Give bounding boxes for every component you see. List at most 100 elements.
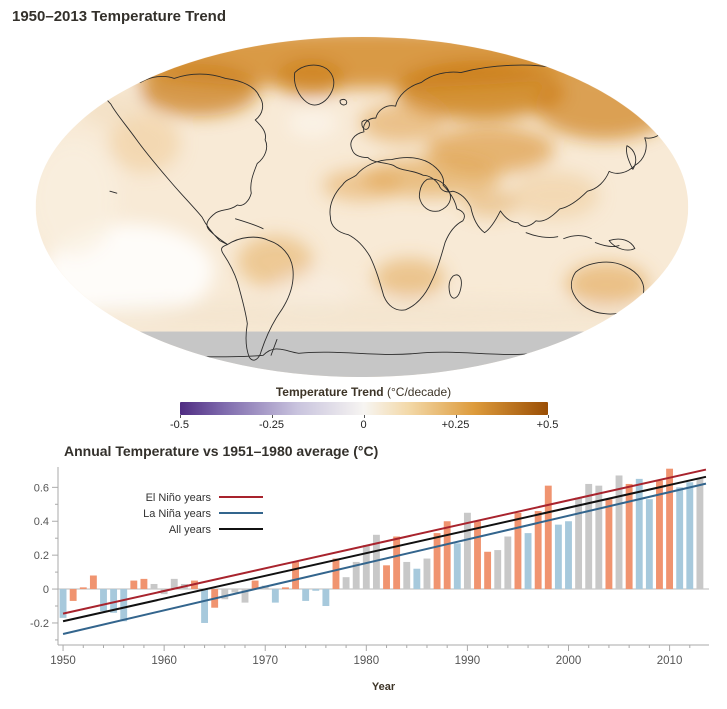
y-tick-label: 0.6 <box>34 482 49 494</box>
bar-2003 <box>595 485 603 590</box>
bar-1999 <box>554 524 562 590</box>
bar-1984 <box>403 561 411 590</box>
colorbar-tick-mark <box>455 415 457 418</box>
x-tick-label: 1960 <box>151 655 177 667</box>
bar-2000 <box>565 521 572 590</box>
colorbar-title: Temperature Trend (°C/decade) <box>0 385 727 399</box>
bar-2010 <box>666 468 674 590</box>
colorbar-tick-label: 0 <box>360 419 367 431</box>
bar-1990 <box>463 512 471 590</box>
bar-2005 <box>615 475 623 590</box>
colorbar-tick-mark <box>363 415 365 418</box>
bar-1978 <box>342 577 350 590</box>
bar-1979 <box>352 561 360 590</box>
bar-1973 <box>292 561 299 590</box>
bar-1998 <box>544 485 552 590</box>
bar-1983 <box>393 536 401 590</box>
colorbar-tick-mark <box>179 415 181 418</box>
bar-1986 <box>423 558 431 590</box>
x-tick-label: 1980 <box>354 655 380 667</box>
x-tick-label: 2010 <box>657 655 683 667</box>
bar-1967 <box>231 589 239 593</box>
colorbar-legend: Temperature Trend (°C/decade) -0.5 -0.25… <box>0 385 727 433</box>
x-tick-label: 1970 <box>252 655 278 667</box>
bar-1997 <box>534 511 542 590</box>
bar-1971 <box>271 589 279 603</box>
colorbar-tick-label: -0.25 <box>258 419 285 431</box>
bar-2004 <box>605 499 613 590</box>
bar-1985 <box>413 568 421 590</box>
x-tick-label: 2000 <box>556 655 582 667</box>
no-data-region <box>35 331 689 378</box>
x-tick-label: 1990 <box>455 655 481 667</box>
bar-1989 <box>453 543 461 590</box>
bar-1955 <box>110 589 118 613</box>
chart-title: Annual Temperature vs 1951–1980 average … <box>64 443 379 459</box>
bar-1975 <box>312 589 320 591</box>
trendline-all_line <box>62 475 707 623</box>
map-title: 1950–2013 Temperature Trend <box>12 8 227 25</box>
legend-label-lanina_line: La Niña years <box>143 508 211 520</box>
bar-1993 <box>494 550 502 590</box>
bar-1988 <box>443 521 451 590</box>
y-tick-label: 0.4 <box>34 516 49 528</box>
bar-1974 <box>302 589 310 601</box>
bar-2001 <box>575 497 583 590</box>
colorbar-tick-label: -0.5 <box>170 419 189 431</box>
bar-2009 <box>656 480 663 590</box>
colorbar-tick-label: +0.5 <box>536 419 559 431</box>
bar-1987 <box>433 533 441 590</box>
bar-1995 <box>514 512 522 590</box>
bar-1980 <box>362 544 370 590</box>
bar-1977 <box>332 558 340 590</box>
bar-1972 <box>282 587 289 590</box>
bar-1959 <box>150 583 158 590</box>
x-tick-label: 1950 <box>50 655 76 667</box>
bar-2006 <box>625 483 633 590</box>
bar-2008 <box>645 499 653 590</box>
colorbar-tick-mark <box>547 415 549 418</box>
bar-1964 <box>201 589 209 623</box>
bar-1956 <box>120 589 128 622</box>
bar-1950 <box>59 589 67 618</box>
figure: 1950–2013 Temperature Trend <box>0 8 727 709</box>
bar-1994 <box>504 536 512 590</box>
bar-1954 <box>100 589 107 612</box>
y-tick-label: -0.2 <box>30 618 49 630</box>
legend-label-all_line: All years <box>169 524 212 536</box>
bar-1958 <box>140 578 148 590</box>
colorbar-ticks: -0.5 -0.25 0 +0.25 +0.5 <box>170 415 558 433</box>
bar-1957 <box>130 580 138 590</box>
colorbar <box>179 402 548 415</box>
colorbar-tick-mark <box>271 415 273 418</box>
bar-1952 <box>79 587 87 590</box>
bar-1981 <box>372 534 380 590</box>
bar-1951 <box>69 589 77 601</box>
annual-temperature-chart: -0.2 0 0.2 0.4 0.6 1950 1960 1970 1980 1990 2000 20… <box>30 467 709 667</box>
bar-2002 <box>585 483 593 590</box>
trendline-elnino_line <box>62 468 707 615</box>
bar-2012 <box>686 482 694 590</box>
bar-1966 <box>221 589 229 600</box>
bar-1982 <box>383 565 390 590</box>
colorbar-title-text: Temperature Trend <box>275 385 384 399</box>
bar-1992 <box>484 551 492 590</box>
colorbar-units: (°C/decade) <box>386 385 452 399</box>
bar-1969 <box>251 580 259 590</box>
bar-1991 <box>474 521 481 590</box>
x-axis-label: Year <box>371 681 396 693</box>
legend-label-elnino_line: El Niño years <box>146 492 212 504</box>
bar-1961 <box>170 578 178 590</box>
bar-1968 <box>241 589 249 603</box>
temperature-trend-field <box>35 36 674 331</box>
bar-1996 <box>524 533 532 590</box>
bar-1976 <box>322 589 330 607</box>
y-tick-label: 0.2 <box>34 550 49 562</box>
bar-1953 <box>89 575 97 590</box>
colorbar-tick-label: +0.25 <box>441 419 470 431</box>
world-map <box>35 36 689 378</box>
bar-2013 <box>696 478 704 590</box>
bar-2007 <box>635 478 643 590</box>
bar-2011 <box>676 487 684 590</box>
trendline-lanina_line <box>62 482 707 635</box>
